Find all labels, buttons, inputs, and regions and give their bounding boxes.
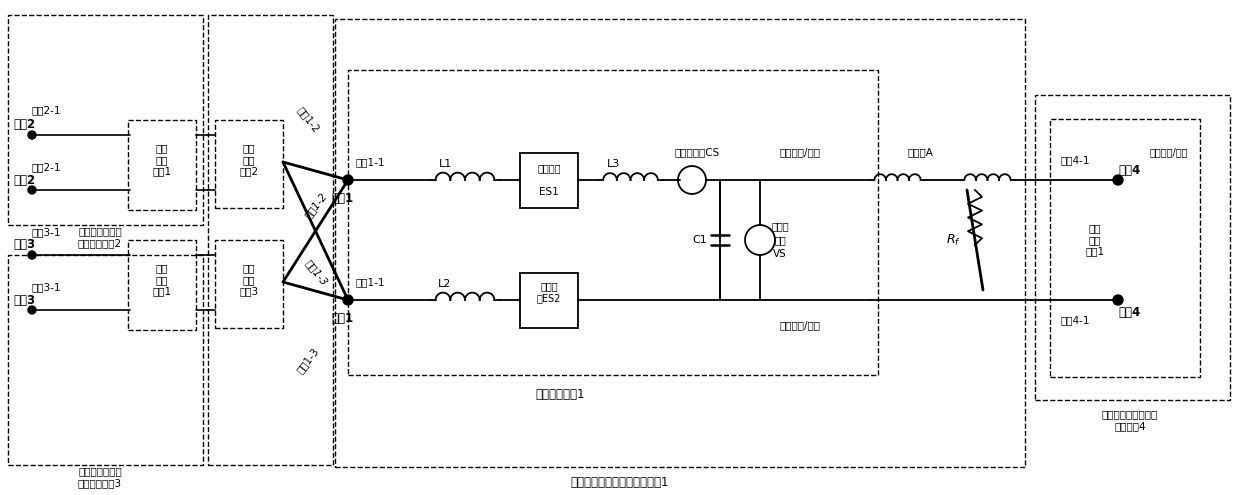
Text: 多分支低压直流配电
系统保护4: 多分支低压直流配电 系统保护4 <box>1102 409 1158 431</box>
Text: 分支1-1: 分支1-1 <box>355 277 384 287</box>
Text: VS: VS <box>773 249 787 259</box>
Bar <box>1050 119 1200 377</box>
Text: L1: L1 <box>439 159 451 169</box>
Text: 节点3: 节点3 <box>12 239 35 251</box>
Circle shape <box>1114 175 1123 185</box>
Text: 节点4: 节点4 <box>1118 163 1141 177</box>
Bar <box>7 15 203 225</box>
Bar <box>215 120 283 208</box>
Text: ES1: ES1 <box>539 187 559 197</box>
Circle shape <box>1114 295 1123 305</box>
Bar <box>128 240 196 330</box>
Text: 电子开关: 电子开关 <box>537 163 560 173</box>
Text: 分支2-1: 分支2-1 <box>32 162 62 172</box>
Bar <box>520 153 578 208</box>
Text: 节点4: 节点4 <box>1118 305 1141 318</box>
Text: 分支1-2: 分支1-2 <box>303 190 329 220</box>
Text: 单分支子模块1: 单分支子模块1 <box>536 389 585 401</box>
Text: 直流线路/电缆: 直流线路/电缆 <box>780 147 821 157</box>
Text: L2: L2 <box>438 279 451 289</box>
Text: 直流线路/电缆: 直流线路/电缆 <box>1149 147 1188 157</box>
Text: 分支1-3: 分支1-3 <box>295 346 321 375</box>
Circle shape <box>29 131 36 139</box>
Text: 分支1-1: 分支1-1 <box>355 157 384 167</box>
Text: 节点2: 节点2 <box>12 118 35 132</box>
Circle shape <box>343 295 353 305</box>
Bar <box>335 19 1025 467</box>
Text: 多分支低压直流
配电系统保护3: 多分支低压直流 配电系统保护3 <box>78 466 122 488</box>
Bar <box>208 15 334 465</box>
Text: 分支4-1: 分支4-1 <box>1060 315 1090 325</box>
Bar <box>215 240 283 328</box>
Text: 多分支低压直流配电系统保护1: 多分支低压直流配电系统保护1 <box>570 477 670 490</box>
Circle shape <box>29 306 36 314</box>
Text: 分支2-1: 分支2-1 <box>32 105 62 115</box>
Text: 电子开
关ES2: 电子开 关ES2 <box>537 281 562 303</box>
Bar <box>1035 95 1230 400</box>
Text: 节点2: 节点2 <box>12 174 35 187</box>
Circle shape <box>343 175 353 185</box>
Text: $R_f$: $R_f$ <box>946 233 961 248</box>
Circle shape <box>29 186 36 194</box>
Bar <box>348 70 878 375</box>
Text: C1: C1 <box>693 235 707 245</box>
Text: 单分
支子
模块1: 单分 支子 模块1 <box>1085 223 1105 256</box>
Text: 单分
支子
模块2: 单分 支子 模块2 <box>239 144 259 177</box>
Text: 分支1-3: 分支1-3 <box>303 258 329 288</box>
Text: 分支3-1: 分支3-1 <box>32 227 62 237</box>
Text: 单分
支子
模块1: 单分 支子 模块1 <box>153 263 171 297</box>
Text: 分支3-1: 分支3-1 <box>32 282 62 292</box>
Text: 多分支低压直流
配电系统保护2: 多分支低压直流 配电系统保护2 <box>78 226 122 248</box>
Text: 节点3: 节点3 <box>12 294 35 306</box>
Text: 故障点A: 故障点A <box>908 147 932 157</box>
Text: 单分
支子
模块3: 单分 支子 模块3 <box>239 263 259 297</box>
Text: 电流传感器CS: 电流传感器CS <box>675 147 719 157</box>
Text: 节点1: 节点1 <box>331 192 353 204</box>
Text: 感器: 感器 <box>774 235 786 245</box>
Bar <box>128 120 196 210</box>
Text: 电压传: 电压传 <box>771 221 789 231</box>
Text: 直流线路/电缆: 直流线路/电缆 <box>780 320 821 330</box>
Text: 节点1: 节点1 <box>331 311 353 325</box>
Bar <box>7 255 203 465</box>
Circle shape <box>29 251 36 259</box>
Bar <box>520 273 578 328</box>
Text: L3: L3 <box>608 159 621 169</box>
Text: 分支1-2: 分支1-2 <box>295 105 321 135</box>
Text: 单分
支子
模块1: 单分 支子 模块1 <box>153 144 171 177</box>
Text: 分支4-1: 分支4-1 <box>1060 155 1090 165</box>
